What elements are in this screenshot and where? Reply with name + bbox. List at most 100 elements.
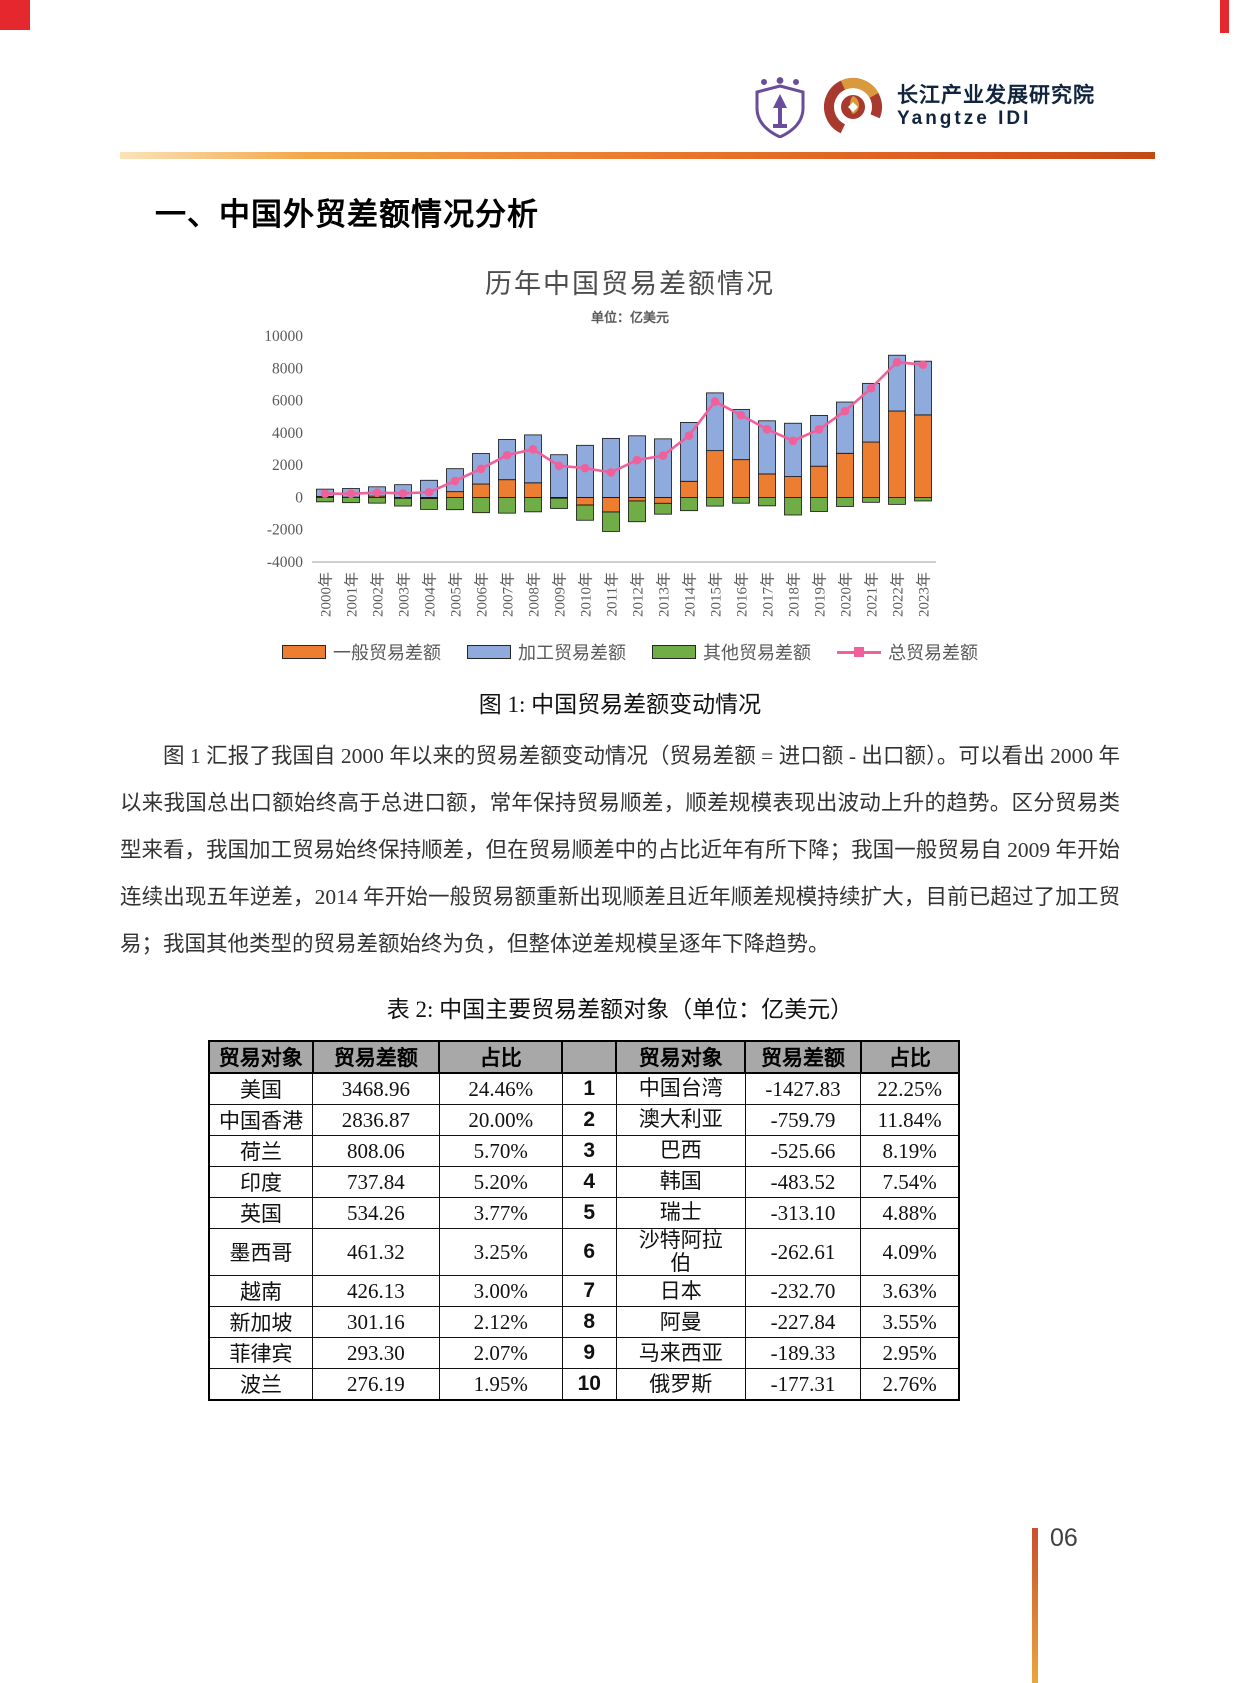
- line-marker: [398, 489, 408, 498]
- legend-item: 加工贸易差额: [467, 639, 626, 665]
- y-tick-label: -4000: [267, 554, 303, 571]
- table-cell: 越南: [208, 1275, 313, 1308]
- x-tick-label: 2019年: [812, 572, 829, 617]
- bar-segment: [524, 482, 542, 498]
- x-tick-label: 2012年: [630, 572, 647, 617]
- table-cell: 293.30: [312, 1337, 440, 1370]
- table-cell: 1.95%: [438, 1368, 563, 1401]
- table-header-cell: [561, 1040, 618, 1074]
- red-corner-mark-left: [0, 0, 30, 30]
- chart-legend: 一般贸易差额 加工贸易差额 其他贸易差额 总贸易差额: [140, 639, 1120, 665]
- table-cell: 3.25%: [438, 1227, 563, 1277]
- line-marker: [424, 487, 434, 497]
- table-cell: 7.54%: [860, 1166, 960, 1198]
- table-cell: 2.12%: [438, 1306, 563, 1339]
- bar-segment: [602, 437, 620, 498]
- x-tick-label: 2009年: [552, 572, 569, 617]
- bar-segment: [576, 497, 594, 506]
- table-cell: -232.70: [744, 1275, 862, 1308]
- x-tick-label: 2007年: [500, 572, 517, 617]
- x-tick-label: 2000年: [318, 572, 335, 617]
- bar-segment: [316, 497, 334, 503]
- bar-segment: [784, 422, 802, 478]
- line-marker: [736, 410, 746, 420]
- table-row: 越南 426.13 3.00% 7 日本 -232.70 3.63%: [208, 1275, 960, 1308]
- bar-segment: [628, 497, 646, 502]
- bar-segment: [810, 465, 828, 498]
- x-tick-label: 2003年: [396, 572, 413, 617]
- bar-segment: [862, 382, 880, 443]
- line-marker: [372, 488, 382, 497]
- line-marker: [450, 476, 460, 486]
- x-tick-label: 2016年: [734, 572, 751, 617]
- line-marker: [866, 383, 876, 393]
- bar-segment: [394, 497, 412, 507]
- bar-segment: [680, 497, 698, 512]
- line-marker: [606, 468, 616, 477]
- table-cell: 737.84: [312, 1166, 440, 1198]
- table-cell: 4.88%: [860, 1197, 960, 1229]
- bar-segment: [758, 420, 776, 475]
- x-tick-label: 2005年: [448, 572, 465, 617]
- total-line: [324, 360, 924, 496]
- legend-swatch: [467, 645, 511, 659]
- bar-segment: [680, 480, 698, 498]
- table-cell: -227.84: [744, 1306, 862, 1339]
- x-tick-label: 2015年: [708, 572, 725, 617]
- bar-segment: [524, 434, 542, 484]
- table-body: 美国 3468.96 24.46% 1 中国台湾 -1427.83 22.25% 中国香港 28…: [208, 1072, 960, 1401]
- legend-line-marker: [837, 645, 881, 659]
- legend-item: 其他贸易差额: [652, 639, 811, 665]
- y-tick-label: 4000: [272, 425, 303, 442]
- table-cell: 426.13: [312, 1275, 440, 1308]
- x-tick-label: 2023年: [916, 572, 933, 617]
- y-tick-label: 0: [295, 489, 303, 506]
- table-title: 表 2: 中国主要贸易差额对象（单位：亿美元）: [386, 997, 854, 1022]
- logo-group: 长江产业发展研究院 Yangtze IDI: [751, 76, 1095, 138]
- table-cell: 2: [561, 1104, 617, 1136]
- table-cell: 马来西亚: [615, 1337, 746, 1370]
- legend-item: 总贸易差额: [837, 639, 978, 665]
- bar-segment: [446, 491, 464, 498]
- legend-label: 其他贸易差额: [703, 643, 811, 663]
- table-header-cell: 贸易差额: [744, 1040, 862, 1074]
- table-cell: 荷兰: [208, 1135, 313, 1167]
- chart-subtitle: 单位：亿美元: [590, 310, 669, 325]
- bars-group: [316, 354, 932, 532]
- table-cell: 808.06: [312, 1135, 440, 1167]
- table-cell: 新加坡: [208, 1306, 313, 1339]
- bar-segment: [654, 497, 672, 504]
- bar-segment: [862, 441, 880, 498]
- line-marker: [710, 397, 720, 406]
- header-divider: [120, 152, 1155, 159]
- table-cell: 1: [561, 1072, 617, 1105]
- table-cell: 22.25%: [860, 1072, 960, 1105]
- table-row: 新加坡 301.16 2.12% 8 阿曼 -227.84 3.55%: [208, 1306, 960, 1339]
- line-marker: [892, 357, 902, 367]
- legend-swatch: [282, 645, 326, 659]
- table-cell: 中国台湾: [615, 1072, 746, 1105]
- x-tick-label: 2022年: [890, 572, 907, 617]
- table-cell: 3.00%: [438, 1275, 563, 1308]
- table-cell: 11.84%: [860, 1104, 960, 1136]
- x-tick-label: 2020年: [838, 572, 855, 617]
- legend-label: 总贸易差额: [888, 643, 978, 663]
- bar-segment: [784, 476, 802, 498]
- legend-swatch: [652, 645, 696, 659]
- y-tick-label: -2000: [267, 522, 303, 539]
- line-marker: [762, 424, 772, 434]
- bar-segment: [758, 473, 776, 498]
- table-header-cell: 占比: [438, 1040, 564, 1074]
- line-marker: [554, 461, 564, 471]
- table-cell: 巴西: [615, 1135, 746, 1167]
- line-marker: [632, 455, 642, 465]
- bar-segment: [472, 483, 490, 498]
- bar-segment: [628, 500, 646, 523]
- line-marker: [346, 489, 356, 499]
- table-cell: 澳大利亚: [615, 1104, 746, 1136]
- bar-segment: [836, 452, 854, 498]
- table-cell: 中国香港: [208, 1104, 313, 1136]
- y-axis-labels: -4000 -2000 0 2000 4000 6000 8000 10000: [264, 328, 303, 571]
- line-marker: [788, 436, 798, 446]
